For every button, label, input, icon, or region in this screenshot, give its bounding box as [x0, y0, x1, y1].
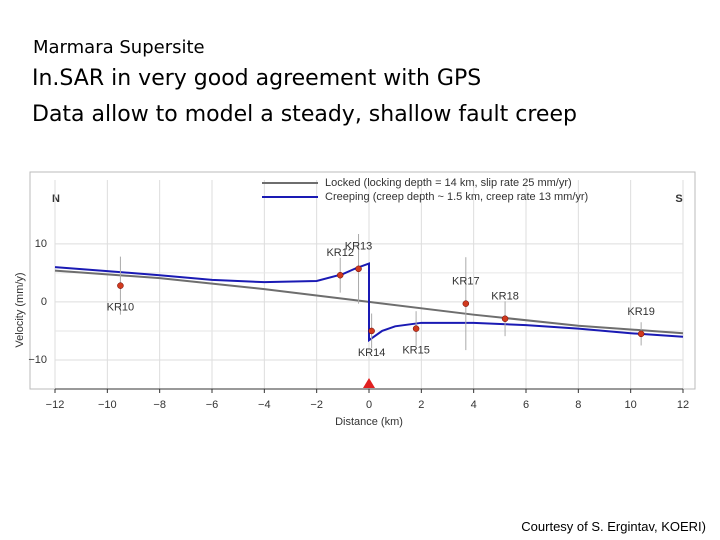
gps-point: [412, 325, 420, 332]
x-tick-label: 12: [677, 399, 689, 411]
north-label: N: [52, 193, 60, 205]
x-tick-label: 6: [523, 399, 529, 411]
x-tick-label: −6: [206, 399, 219, 411]
slide-title: In.SAR in very good agreement with GPS: [32, 66, 482, 91]
legend-label: Creeping (creep depth ~ 1.5 km, creep ra…: [325, 191, 588, 203]
gps-label: KR19: [627, 306, 655, 318]
gps-label: KR10: [107, 302, 135, 314]
slide-subtitle: Marmara Supersite: [33, 37, 205, 58]
x-tick-label: −8: [153, 399, 166, 411]
gps-point: [462, 300, 470, 307]
x-tick-label: 8: [575, 399, 581, 411]
gps-point: [336, 271, 344, 279]
legend-label: Locked (locking depth = 14 km, slip rate…: [325, 177, 572, 189]
y-axis-label: Velocity (mm/y): [14, 272, 26, 347]
gps-label: KR15: [402, 345, 430, 357]
credit: Courtesy of S. Ergintav, KOERI): [521, 519, 706, 534]
gps-label: KR12: [326, 247, 354, 259]
fault-marker: [363, 378, 375, 388]
gps-point: [368, 327, 375, 335]
x-tick-label: 0: [366, 399, 372, 411]
gps-point: [117, 282, 124, 289]
south-label: S: [675, 193, 682, 205]
x-tick-label: 4: [471, 399, 477, 411]
gps-label: KR18: [491, 291, 519, 303]
series-line: [54, 262, 684, 343]
slide-title: Data allow to model a steady, shallow fa…: [32, 102, 577, 127]
x-tick-label: −4: [258, 399, 271, 411]
y-tick-label: 10: [35, 238, 47, 250]
x-axis-label: Distance (km): [335, 416, 403, 428]
x-tick-label: 2: [418, 399, 424, 411]
gps-point: [501, 315, 509, 323]
gps-point: [355, 265, 362, 273]
x-tick-label: 10: [625, 399, 637, 411]
gps-label: KR13: [345, 241, 373, 253]
y-tick-label: 0: [41, 296, 47, 308]
x-tick-label: −12: [46, 399, 65, 411]
gps-label: KR17: [452, 276, 480, 288]
gps-point: [637, 330, 645, 338]
y-tick-label: −10: [28, 354, 47, 366]
x-tick-label: −2: [310, 399, 323, 411]
gps-label: KR14: [358, 347, 386, 359]
x-tick-label: −10: [98, 399, 117, 411]
